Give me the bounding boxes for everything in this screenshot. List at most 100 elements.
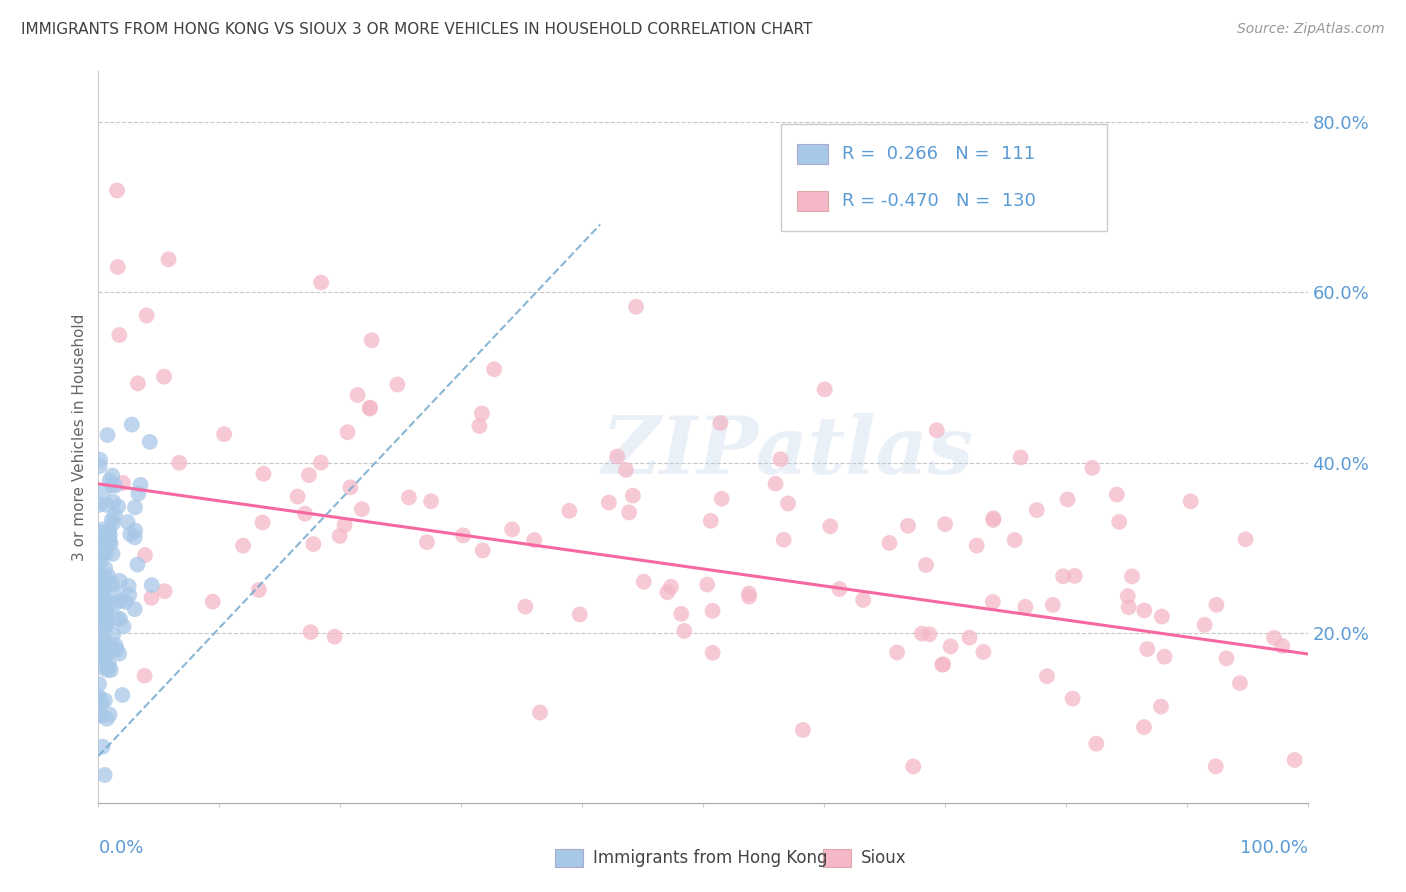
- Point: [89, 607, 111, 622]
- Point: [1234, 533, 1257, 547]
- Point: [101, 642, 124, 657]
- Point: [398, 491, 420, 505]
- Point: [96, 636, 118, 650]
- Point: [633, 574, 655, 589]
- Point: [94, 540, 117, 554]
- Point: [792, 723, 814, 737]
- Point: [89, 452, 111, 467]
- Point: [118, 579, 141, 593]
- Text: R = -0.470   N =  130: R = -0.470 N = 130: [842, 192, 1036, 210]
- Point: [104, 639, 127, 653]
- Point: [153, 369, 176, 384]
- Point: [1010, 450, 1032, 465]
- Point: [323, 630, 346, 644]
- Point: [103, 627, 125, 641]
- Point: [87, 692, 110, 706]
- Point: [598, 495, 620, 509]
- Point: [101, 577, 124, 591]
- Point: [765, 476, 787, 491]
- Point: [87, 549, 110, 563]
- Point: [90, 598, 112, 612]
- Point: [820, 519, 842, 533]
- Point: [828, 582, 851, 596]
- Point: [1205, 759, 1227, 773]
- Point: [108, 612, 131, 626]
- Point: [114, 595, 136, 609]
- Point: [1180, 494, 1202, 508]
- Point: [957, 631, 980, 645]
- Point: [89, 550, 111, 565]
- Point: [702, 646, 724, 660]
- Point: [252, 467, 274, 481]
- Point: [1150, 609, 1173, 624]
- Point: [252, 516, 274, 530]
- Point: [153, 584, 176, 599]
- Point: [886, 645, 908, 659]
- Point: [120, 527, 142, 541]
- Point: [702, 604, 724, 618]
- Point: [107, 500, 129, 514]
- Point: [89, 611, 111, 625]
- Point: [309, 456, 332, 470]
- Point: [111, 475, 134, 490]
- Point: [1081, 461, 1104, 475]
- Point: [91, 582, 114, 597]
- Point: [671, 607, 693, 621]
- Point: [91, 523, 114, 537]
- Point: [100, 663, 122, 677]
- Point: [1062, 691, 1084, 706]
- Point: [981, 513, 1004, 527]
- Point: [93, 532, 115, 546]
- Point: [738, 590, 761, 604]
- Text: 0.0%: 0.0%: [98, 839, 143, 857]
- Point: [103, 495, 125, 509]
- Point: [98, 524, 121, 538]
- Point: [124, 530, 146, 544]
- Point: [105, 183, 128, 197]
- Point: [1121, 569, 1143, 583]
- Point: [302, 537, 325, 551]
- Point: [93, 533, 115, 548]
- Text: ZIPatlas: ZIPatlas: [602, 413, 974, 491]
- Point: [89, 566, 111, 580]
- Point: [101, 516, 124, 531]
- Point: [329, 529, 352, 543]
- Point: [1063, 569, 1085, 583]
- Point: [657, 585, 679, 599]
- Point: [515, 599, 537, 614]
- Point: [696, 577, 718, 591]
- Point: [107, 260, 129, 274]
- Point: [96, 616, 118, 631]
- Point: [127, 376, 149, 391]
- Point: [141, 578, 163, 592]
- Point: [420, 494, 443, 508]
- Point: [350, 502, 373, 516]
- Point: [299, 625, 322, 640]
- Point: [89, 622, 111, 636]
- Point: [387, 377, 409, 392]
- Point: [471, 406, 494, 420]
- Point: [105, 611, 128, 625]
- Point: [98, 595, 121, 609]
- Point: [621, 489, 644, 503]
- Point: [1205, 598, 1227, 612]
- Point: [1108, 515, 1130, 529]
- Point: [117, 515, 139, 529]
- Point: [141, 591, 163, 605]
- Point: [124, 500, 146, 515]
- Point: [98, 528, 121, 542]
- Point: [96, 712, 118, 726]
- Point: [298, 468, 321, 483]
- Point: [523, 533, 546, 547]
- Point: [1133, 720, 1156, 734]
- Point: [1215, 651, 1237, 665]
- Point: [94, 693, 117, 707]
- Point: [124, 602, 146, 616]
- Point: [897, 518, 920, 533]
- Point: [614, 463, 637, 477]
- Point: [98, 474, 121, 488]
- Point: [104, 478, 127, 492]
- Point: [87, 641, 110, 656]
- Point: [911, 626, 934, 640]
- Point: [247, 582, 270, 597]
